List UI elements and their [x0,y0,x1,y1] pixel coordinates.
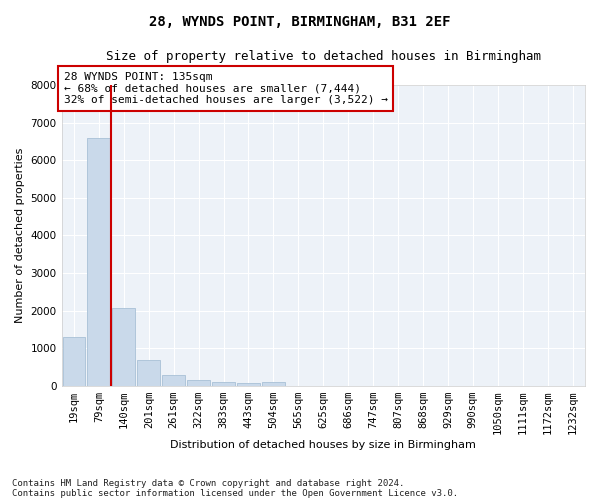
Bar [212,382,235,386]
Text: 28, WYNDS POINT, BIRMINGHAM, B31 2EF: 28, WYNDS POINT, BIRMINGHAM, B31 2EF [149,15,451,29]
Bar [162,375,185,386]
Y-axis label: Number of detached properties: Number of detached properties [15,148,25,323]
X-axis label: Distribution of detached houses by size in Birmingham: Distribution of detached houses by size … [170,440,476,450]
Text: Contains HM Land Registry data © Crown copyright and database right 2024.: Contains HM Land Registry data © Crown c… [12,478,404,488]
Bar [62,337,85,386]
Bar [237,384,260,386]
Bar [112,308,136,386]
Text: 28 WYNDS POINT: 135sqm
← 68% of detached houses are smaller (7,444)
32% of semi-: 28 WYNDS POINT: 135sqm ← 68% of detached… [64,72,388,105]
Bar [137,360,160,386]
Bar [262,382,285,386]
Title: Size of property relative to detached houses in Birmingham: Size of property relative to detached ho… [106,50,541,63]
Bar [187,380,210,386]
Bar [88,138,110,386]
Text: Contains public sector information licensed under the Open Government Licence v3: Contains public sector information licen… [12,488,458,498]
